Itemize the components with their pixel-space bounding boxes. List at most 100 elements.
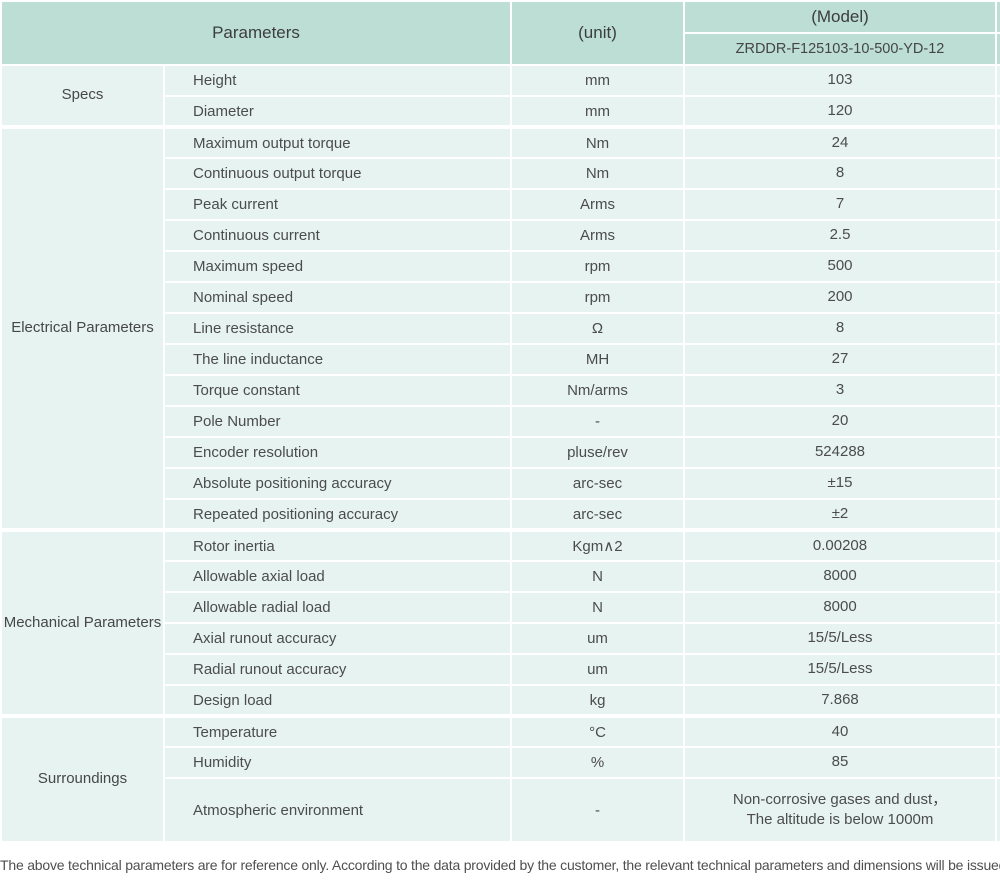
model-number: ZRDDR-F125103-10-500-YD-12	[683, 32, 997, 66]
unit-cell: Arms	[510, 219, 685, 252]
spec-row: Pole Number -20	[1, 405, 1000, 438]
spec-row: Surroundings Temperature °C 40	[0, 714, 1000, 843]
group-cell-electrical-parameters: Electrical Parameters	[0, 125, 165, 531]
param-name-cell: Design load	[163, 684, 512, 717]
spec-row: Allowable axial load N 8000	[1, 560, 1000, 593]
edge-sliver-cell	[995, 498, 1000, 531]
value-cell: 15/5/Less	[683, 622, 997, 655]
value-cell: 524288	[683, 436, 997, 469]
value-cell: 7.868	[683, 684, 997, 717]
unit-cell: rpm	[510, 250, 685, 283]
header-model: (Model)	[683, 0, 997, 34]
spec-row: Nominal speed rpm 200	[1, 281, 1000, 314]
spec-row: Continuous output torque Nm 8	[1, 157, 1000, 190]
edge-sliver-cell	[995, 528, 1000, 562]
edge-sliver-cell	[995, 281, 1000, 314]
param-name-cell: Continuous output torque	[163, 157, 512, 190]
unit-cell: Arms	[510, 188, 685, 221]
param-name-cell: Absolute positioning accuracy	[163, 467, 512, 500]
unit-cell: rpm	[510, 281, 685, 314]
edge-sliver-cell	[995, 0, 1000, 34]
unit-cell: MH	[510, 343, 685, 376]
edge-sliver-cell	[995, 714, 1000, 748]
unit-cell: N	[510, 591, 685, 624]
unit-cell: mm	[510, 64, 685, 97]
spec-table-body: Specs Height mm 103 Diameter mm 120 Electrical …	[0, 64, 1000, 843]
value-cell: 2.5	[683, 219, 997, 252]
edge-sliver-cell	[995, 405, 1000, 438]
unit-cell: kg	[510, 684, 685, 717]
edge-sliver-cell	[995, 436, 1000, 469]
spec-row: Humidity% 85	[1, 746, 1000, 779]
value-cell: 20	[683, 405, 997, 438]
unit-cell: Nm/arms	[510, 374, 685, 407]
value-cell: 8	[683, 312, 997, 345]
spec-row: Diameter mm 120	[1, 95, 1000, 128]
unit-cell: N	[510, 560, 685, 593]
edge-sliver-cell	[995, 32, 1000, 66]
value-cell: 40	[683, 714, 997, 748]
value-cell: 15/5/Less	[683, 653, 997, 686]
param-name-cell: Continuous current	[163, 219, 512, 252]
param-name-cell: Height	[163, 64, 512, 97]
spec-row: The line inductance MH 27	[1, 343, 1000, 376]
value-cell: 24	[683, 125, 997, 159]
spec-table: Parameters (unit) (Model) ZRDDR-F125103-…	[0, 0, 1000, 843]
unit-cell: Ω	[510, 312, 685, 345]
param-name-cell: Torque constant	[163, 374, 512, 407]
edge-sliver-cell	[995, 219, 1000, 252]
value-cell: 200	[683, 281, 997, 314]
unit-cell: mm	[510, 95, 685, 128]
edge-sliver-cell	[995, 591, 1000, 624]
edge-sliver-cell	[995, 653, 1000, 686]
param-name-cell: Humidity	[163, 746, 512, 779]
spec-row: Maximum speed rpm 500	[1, 250, 1000, 283]
param-name-cell: Rotor inertia	[163, 528, 512, 562]
edge-sliver-cell	[995, 560, 1000, 593]
param-name-cell: The line inductance	[163, 343, 512, 376]
param-name-cell: Nominal speed	[163, 281, 512, 314]
param-name-cell: Pole Number	[163, 405, 512, 438]
unit-cell: pluse/rev	[510, 436, 685, 469]
edge-sliver-cell	[995, 64, 1000, 97]
value-cell: 8	[683, 157, 997, 190]
edge-sliver-cell	[995, 95, 1000, 128]
unit-cell: Kgm∧2	[510, 528, 685, 562]
value-cell: 8000	[683, 560, 997, 593]
param-name-cell: Repeated positioning accuracy	[163, 498, 512, 531]
unit-cell: arc-sec	[510, 498, 685, 531]
edge-sliver-cell	[995, 157, 1000, 190]
edge-sliver-cell	[995, 746, 1000, 779]
unit-cell: um	[510, 622, 685, 655]
header-row-1: Parameters (unit) (Model)	[0, 0, 1000, 66]
spec-row: Absolute positioning accuracy arc-sec ±15	[1, 467, 1000, 500]
spec-table-header: Parameters (unit) (Model) ZRDDR-F125103-…	[0, 0, 1000, 66]
edge-sliver-cell	[995, 343, 1000, 376]
spec-row: Design load kg 7.868	[1, 684, 1000, 717]
group-cell-specs: Specs	[0, 64, 165, 128]
value-cell: Non-corrosive gases and dust， The altitu…	[683, 777, 997, 843]
param-name-cell: Diameter	[163, 95, 512, 128]
spec-row: Encoder resolution pluse/rev 524288	[1, 436, 1000, 469]
unit-cell: Nm	[510, 125, 685, 159]
spec-row: Axial runout accuracy um 15/5/Less	[1, 622, 1000, 655]
value-cell: 8000	[683, 591, 997, 624]
footer-note: The above technical parameters are for r…	[0, 857, 1000, 873]
value-cell: 3	[683, 374, 997, 407]
unit-cell: um	[510, 653, 685, 686]
unit-cell: -	[510, 777, 685, 843]
edge-sliver-cell	[995, 250, 1000, 283]
param-name-cell: Allowable radial load	[163, 591, 512, 624]
value-cell: 500	[683, 250, 997, 283]
spec-row: Radial runout accuracy um 15/5/Less	[1, 653, 1000, 686]
spec-row: Repeated positioning accuracy arc-sec ±2	[1, 498, 1000, 531]
spec-row: Torque constant Nm/arms 3	[1, 374, 1000, 407]
spec-row: Atmospheric environment - Non-corrosive ga…	[1, 777, 1000, 843]
spec-row: Line resistance Ω 8	[1, 312, 1000, 345]
spec-row: Specs Height mm 103	[0, 64, 1000, 128]
value-cell: 85	[683, 746, 997, 779]
spec-row: Allowable radial load N 8000	[1, 591, 1000, 624]
unit-cell: Nm	[510, 157, 685, 190]
edge-sliver-cell	[995, 467, 1000, 500]
spec-row: Electrical Parameters Maximum output torq…	[0, 125, 1000, 531]
